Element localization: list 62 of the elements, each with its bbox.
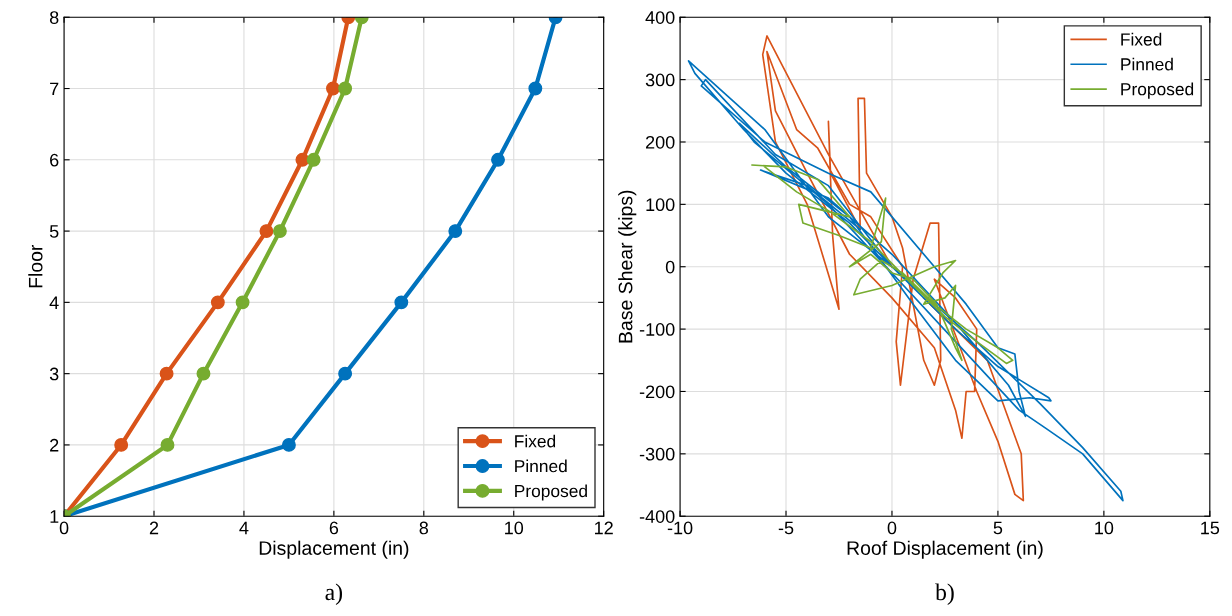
x-tick-label: 8 <box>419 521 429 535</box>
x-tick-label: 0 <box>887 521 897 535</box>
y-tick-label: 2 <box>50 438 59 452</box>
point <box>338 81 353 96</box>
legend-label: Fixed <box>515 434 556 448</box>
x-tick-label: 10 <box>505 521 524 535</box>
y-tick-label: -200 <box>639 385 675 399</box>
y-tick-label: -100 <box>639 323 675 336</box>
y-axis-title: Floor <box>28 244 43 288</box>
x-tick-label: 5 <box>993 521 1003 535</box>
y-tick-label: -400 <box>639 510 675 523</box>
point <box>114 437 129 452</box>
x-tick-label: 0 <box>59 521 69 535</box>
point <box>528 81 543 96</box>
point <box>491 152 505 167</box>
point <box>448 224 463 239</box>
x-axis-title: Displacement (in) <box>259 540 409 559</box>
y-tick-label: 8 <box>49 11 59 24</box>
line-series <box>761 35 1025 502</box>
legend-label: Proposed <box>515 484 587 501</box>
x-tick-label: -10 <box>667 521 693 535</box>
text: a) <box>325 583 343 605</box>
x-tick-label: -5 <box>778 521 794 535</box>
y-tick-label: 7 <box>50 82 59 96</box>
y-tick-label: 100 <box>646 198 675 212</box>
y-tick-label: 6 <box>50 153 59 167</box>
point <box>259 224 274 239</box>
x-tick-label: 12 <box>595 521 613 535</box>
y-axis-title: Base Shear (kips) <box>618 190 637 343</box>
legend-label: Pinned <box>515 459 567 473</box>
legend-label: Fixed <box>1121 32 1162 46</box>
point <box>235 295 250 310</box>
x-tick-label: 15 <box>1201 521 1220 535</box>
point <box>160 437 175 452</box>
y-tick-label: 3 <box>49 367 59 381</box>
y-tick-label: 1 <box>50 510 59 523</box>
x-tick-label: 4 <box>239 521 249 535</box>
point <box>338 366 353 381</box>
point <box>159 366 174 381</box>
line-series <box>751 164 1014 365</box>
text: b) <box>935 583 954 605</box>
x-tick-label: 10 <box>1095 521 1114 535</box>
y-tick-label: 400 <box>645 11 675 24</box>
y-tick-label: 4 <box>49 296 59 309</box>
point <box>272 224 287 239</box>
y-tick-label: 300 <box>645 73 675 87</box>
y-tick-label: -300 <box>639 447 675 461</box>
point <box>295 152 310 167</box>
y-tick-label: 200 <box>645 135 675 149</box>
point <box>326 81 340 96</box>
point <box>306 152 321 167</box>
point <box>394 295 409 310</box>
legend-label: Proposed <box>1121 82 1194 99</box>
legend-label: Pinned <box>1121 57 1173 71</box>
y-tick-label: 0 <box>665 260 675 274</box>
y-tick-label: 5 <box>49 225 59 238</box>
point <box>196 366 211 381</box>
point <box>210 295 225 310</box>
x-axis-title: Roof Displacement (in) <box>847 540 1043 559</box>
x-tick-label: 6 <box>329 521 339 535</box>
x-tick-label: 2 <box>149 521 159 535</box>
point <box>281 437 296 452</box>
